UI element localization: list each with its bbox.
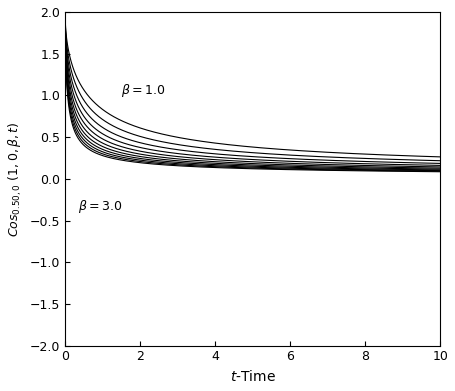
Text: $\beta = 3.0$: $\beta = 3.0$ bbox=[78, 199, 122, 215]
Text: $\beta = 1.0$: $\beta = 1.0$ bbox=[121, 82, 166, 99]
X-axis label: $t$-Time: $t$-Time bbox=[229, 369, 276, 384]
Y-axis label: $\it{Cos}_{0.50,0}\ (1,0,\beta,t)$: $\it{Cos}_{0.50,0}\ (1,0,\beta,t)$ bbox=[7, 121, 24, 237]
